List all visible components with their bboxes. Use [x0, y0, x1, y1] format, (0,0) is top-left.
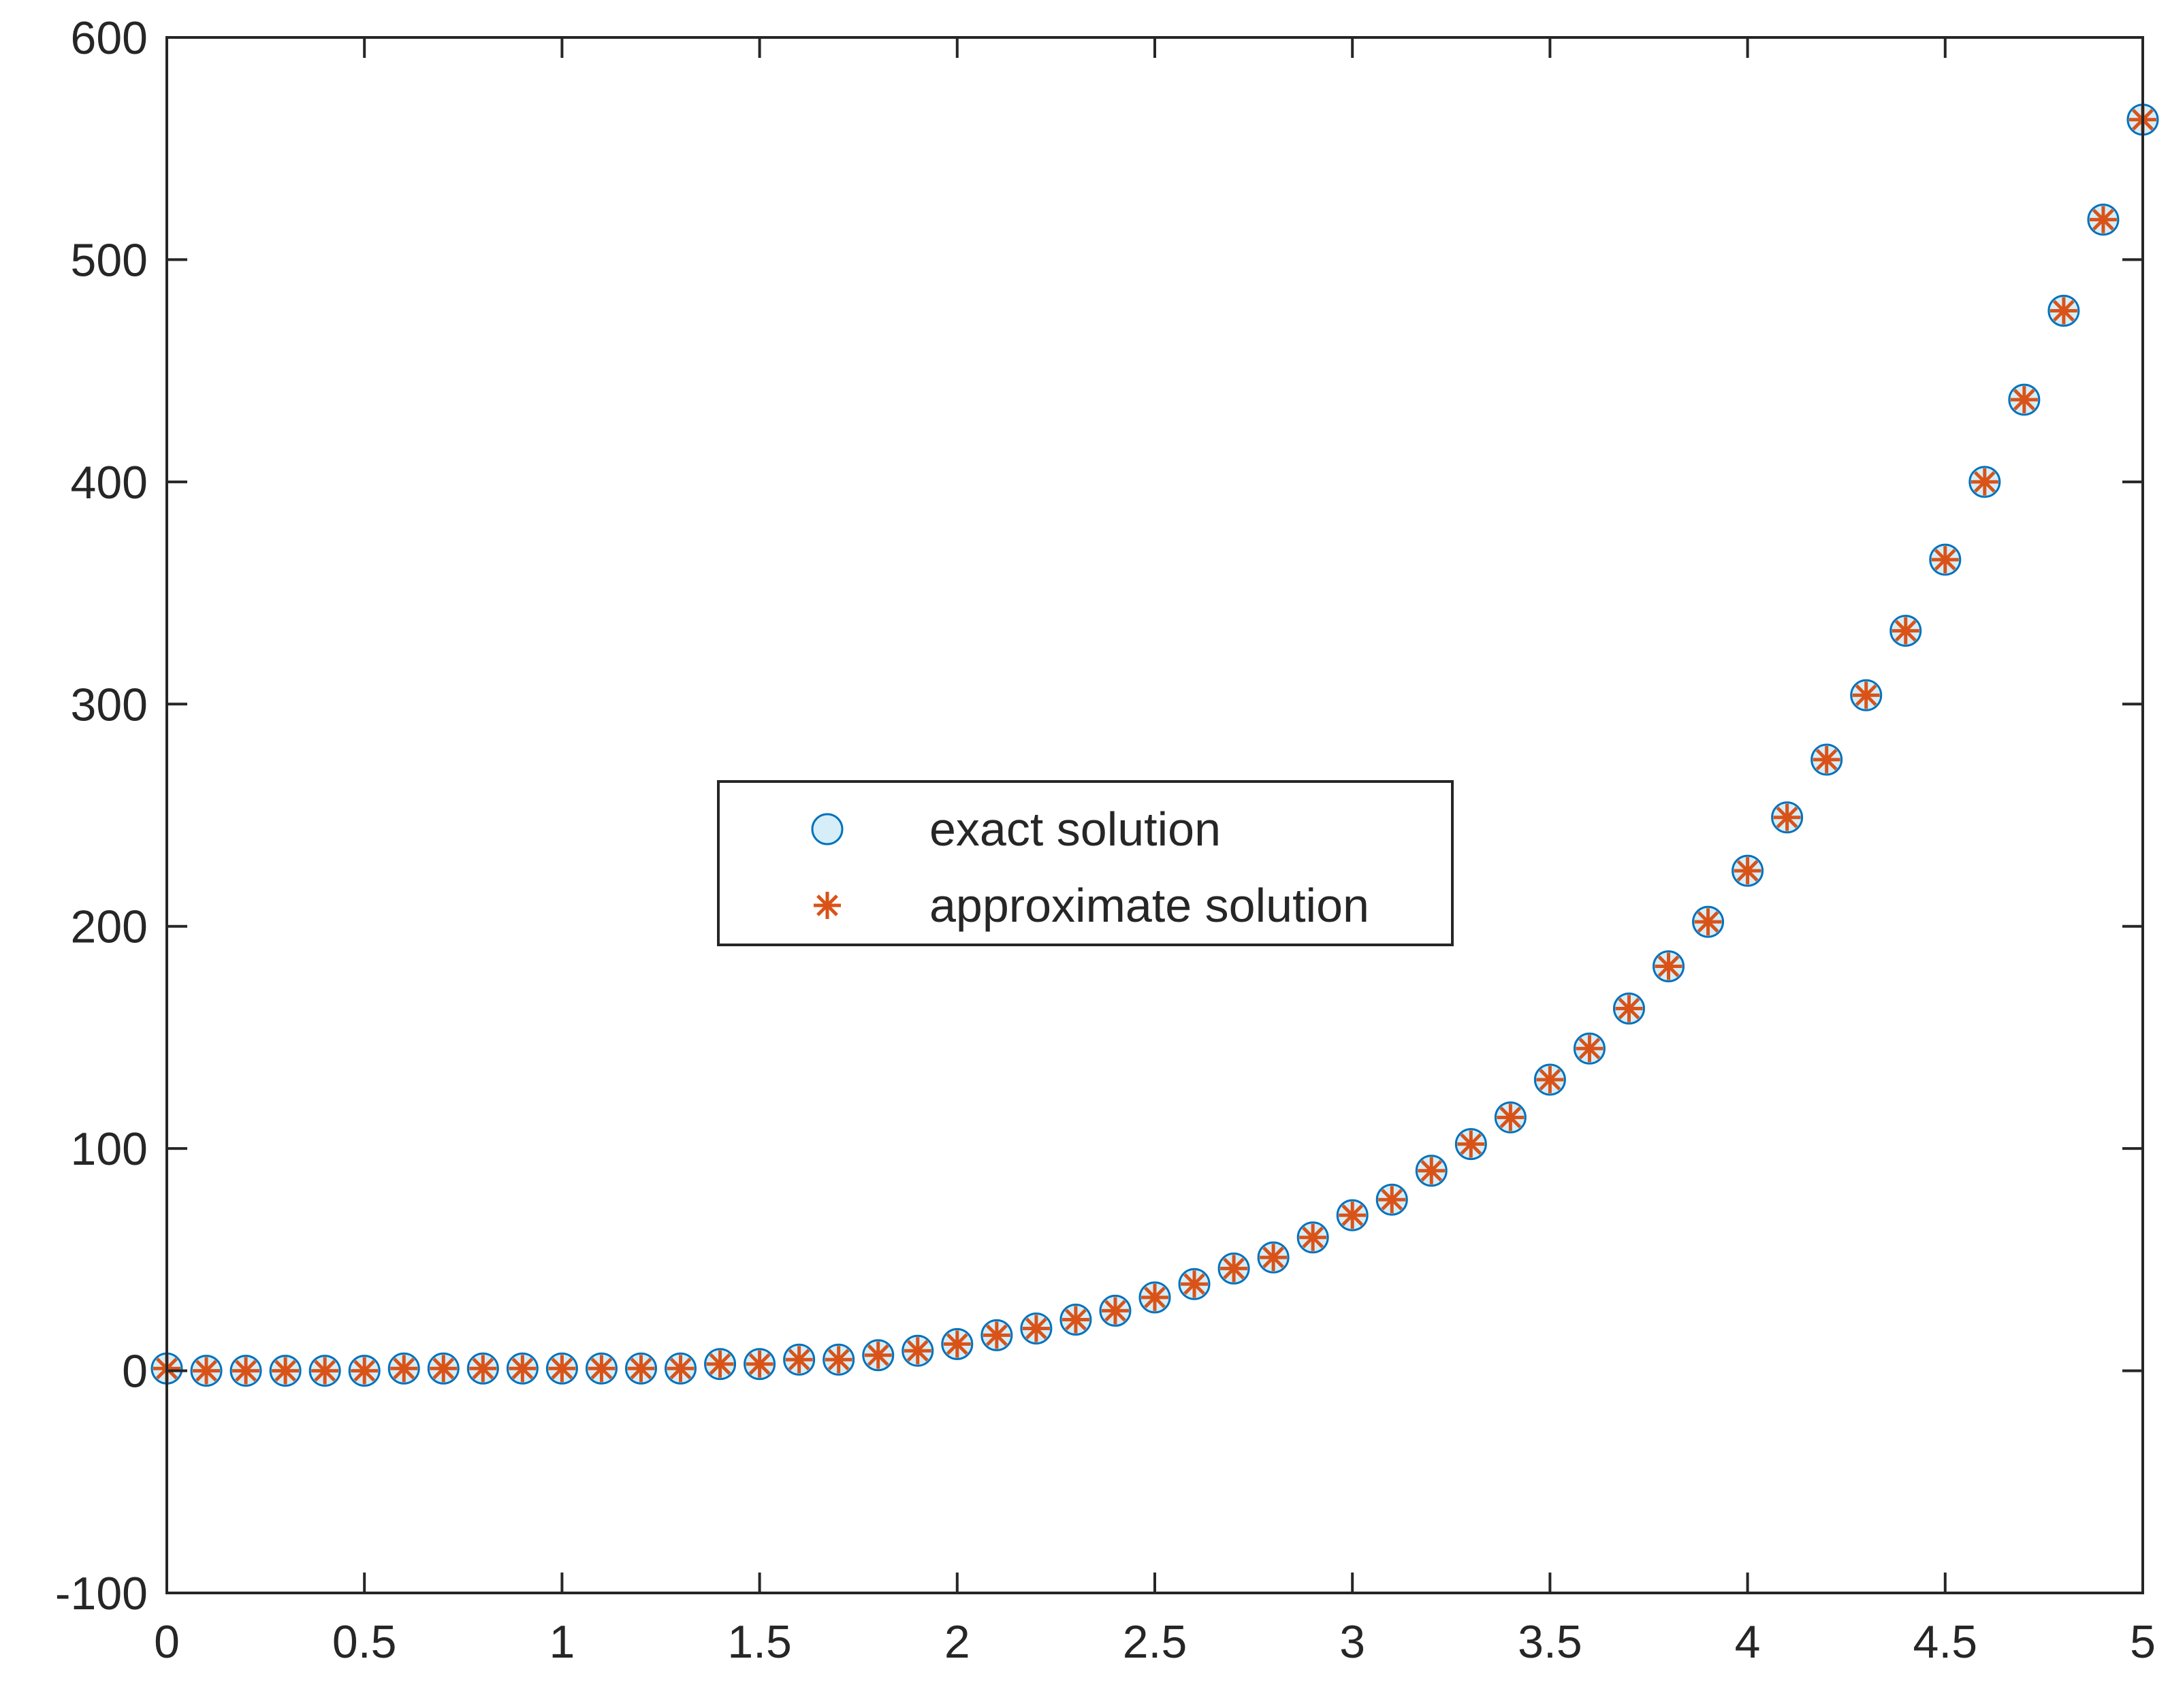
- data-point: [1141, 1283, 1168, 1311]
- legend: exact solution approximate solution: [717, 780, 1454, 946]
- x-tick-label: 4: [1735, 1616, 1761, 1668]
- data-point: [509, 1355, 537, 1383]
- x-tick-label: 0: [154, 1616, 180, 1668]
- x-tick-label: 2: [944, 1616, 970, 1668]
- x-tick-label: 1: [549, 1616, 575, 1668]
- y-tick-label: 200: [71, 901, 148, 953]
- data-point: [469, 1355, 497, 1383]
- data-point: [588, 1355, 616, 1383]
- x-tick-label: 5: [2130, 1616, 2156, 1668]
- data-point: [1378, 1186, 1406, 1214]
- data-point: [746, 1350, 773, 1378]
- y-tick-label: 300: [71, 679, 148, 730]
- data-point: [1457, 1130, 1485, 1158]
- y-tick-label: 400: [71, 457, 148, 509]
- data-point: [1022, 1315, 1050, 1342]
- data-point: [390, 1355, 418, 1383]
- data-point: [1615, 995, 1643, 1022]
- y-tick-label: 100: [71, 1123, 148, 1175]
- legend-marker-asterisk: [814, 892, 841, 919]
- y-tick-label: 500: [71, 234, 148, 286]
- data-point: [785, 1346, 813, 1374]
- data-point: [1773, 803, 1801, 831]
- data-point: [1970, 468, 1998, 496]
- data-point: [430, 1355, 458, 1383]
- data-point: [904, 1337, 931, 1365]
- plot-area: [150, 103, 2159, 1387]
- data-point: [1931, 546, 1959, 574]
- data-point: [1299, 1223, 1327, 1251]
- series-approximate-solution: [153, 106, 2156, 1385]
- x-tick-label: 2.5: [1123, 1616, 1187, 1668]
- legend-box: [717, 780, 1454, 946]
- data-point: [2089, 206, 2117, 233]
- data-point: [1852, 681, 1880, 709]
- data-point: [1062, 1306, 1089, 1334]
- x-tick-label: 3.5: [1518, 1616, 1582, 1668]
- data-point: [983, 1321, 1010, 1349]
- axes: 0 0.5 1 1.5 2 2.5 3 3.5 4 4.5 5-100010020030040050…: [55, 12, 2156, 1668]
- data-point: [825, 1346, 852, 1374]
- data-point: [1418, 1157, 1446, 1185]
- data-point: [2049, 297, 2077, 325]
- legend-marker-circle: [811, 813, 844, 845]
- data-point: [193, 1357, 221, 1385]
- data-point: [1181, 1270, 1209, 1298]
- data-point: [1576, 1035, 1603, 1063]
- x-tick-label: 4.5: [1913, 1616, 1978, 1668]
- data-point: [2010, 386, 2038, 414]
- data-point: [1260, 1244, 1288, 1272]
- x-tick-label: 1.5: [727, 1616, 792, 1668]
- data-point: [1536, 1065, 1564, 1093]
- legend-label: exact solution: [929, 803, 1221, 856]
- data-point: [943, 1330, 971, 1358]
- data-point: [1694, 908, 1722, 936]
- data-point: [232, 1357, 260, 1385]
- data-point: [627, 1355, 655, 1383]
- data-point: [351, 1357, 379, 1385]
- x-tick-label: 3: [1339, 1616, 1365, 1668]
- data-point: [311, 1357, 339, 1385]
- data-point: [1497, 1103, 1525, 1131]
- data-point: [1220, 1255, 1248, 1283]
- data-point: [864, 1341, 892, 1369]
- legend-label: approximate solution: [929, 879, 1369, 932]
- y-tick-label: 600: [71, 12, 148, 64]
- x-tick-label: 0.5: [332, 1616, 397, 1668]
- data-point: [1813, 745, 1840, 773]
- data-point: [548, 1355, 576, 1383]
- data-point: [1101, 1297, 1129, 1325]
- data-point: [1734, 857, 1761, 885]
- data-point: [1339, 1202, 1367, 1229]
- data-point: [706, 1350, 734, 1378]
- data-point: [272, 1357, 300, 1385]
- data-point: [1892, 617, 1919, 645]
- y-tick-label: -100: [55, 1568, 148, 1620]
- y-tick-label: 0: [122, 1346, 148, 1398]
- data-point: [667, 1355, 695, 1383]
- data-point: [1655, 952, 1682, 980]
